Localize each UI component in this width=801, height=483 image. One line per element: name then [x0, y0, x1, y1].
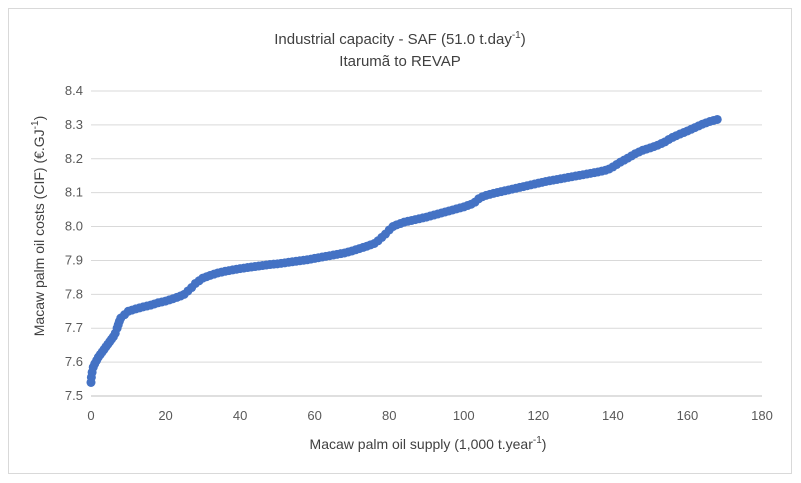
- y-tick-label: 7.8: [65, 286, 83, 301]
- x-tick-label: 140: [602, 408, 624, 423]
- chart-title-line-1: Industrial capacity - SAF (51.0 t.day-1): [274, 30, 526, 48]
- x-tick-labels: 0 20 40 60 80 100 120 140 160 180: [87, 408, 772, 423]
- x-tick-label: 120: [527, 408, 549, 423]
- y-tick-labels: 7.5 7.6 7.7 7.8 7.9 8.0 8.1 8.2 8.3 8.4: [65, 83, 83, 403]
- y-tick-label: 7.7: [65, 320, 83, 335]
- y-axis-label: Macaw palm oil costs (CIF) (€.GJ-1): [30, 116, 47, 337]
- x-tick-label: 40: [233, 408, 247, 423]
- chart-title-line-2: Itarumã to REVAP: [339, 53, 460, 70]
- x-tick-label: 80: [382, 408, 396, 423]
- y-tick-label: 8.0: [65, 219, 83, 234]
- data-point: [712, 114, 722, 124]
- y-tick-label: 8.4: [65, 83, 83, 98]
- y-gridlines: [91, 90, 762, 363]
- y-tick-label: 8.2: [65, 151, 83, 166]
- x-axis-label: Macaw palm oil supply (1,000 t.year-1): [310, 435, 547, 452]
- x-tick-label: 0: [87, 408, 94, 423]
- x-tick-label: 160: [677, 408, 699, 423]
- y-tick-label: 7.5: [65, 388, 83, 403]
- y-tick-label: 8.3: [65, 117, 83, 132]
- y-tick-label: 7.9: [65, 252, 83, 267]
- x-tick-label: 180: [751, 408, 773, 423]
- y-tick-label: 7.6: [65, 354, 83, 369]
- x-tick-label: 60: [307, 408, 321, 423]
- x-tick-label: 20: [158, 408, 172, 423]
- x-tick-label: 100: [453, 408, 475, 423]
- data-points: [86, 114, 722, 387]
- y-tick-label: 8.1: [65, 185, 83, 200]
